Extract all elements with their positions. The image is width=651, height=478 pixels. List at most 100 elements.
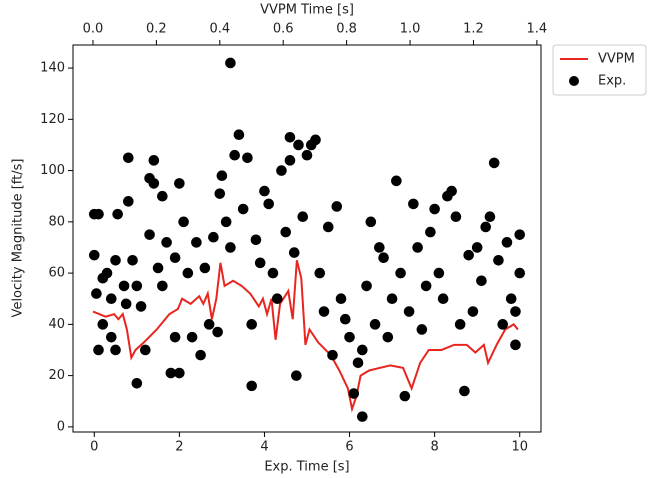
scatter-point — [123, 152, 134, 164]
scatter-point — [459, 385, 470, 397]
scatter-point — [399, 390, 411, 402]
x2-tick-label: 0.0 — [83, 22, 104, 37]
scatter-point — [293, 139, 304, 151]
scatter-point — [101, 267, 113, 279]
scatter-point — [118, 280, 130, 292]
scatter-point — [454, 319, 466, 330]
scatter-point — [161, 237, 172, 248]
scatter-point — [433, 267, 445, 279]
scatter-point — [348, 388, 360, 399]
scatter-point — [386, 293, 398, 305]
x-tick-label: 6 — [345, 440, 353, 455]
scatter-point — [237, 203, 249, 215]
scatter-point — [382, 331, 394, 343]
scatter-point — [182, 267, 194, 279]
scatter-point — [488, 157, 500, 169]
scatter-point — [510, 306, 521, 317]
scatter-point — [276, 165, 287, 176]
x2-tick-label: 1.4 — [527, 22, 548, 37]
scatter-point — [112, 208, 123, 220]
y-tick-label: 120 — [40, 112, 65, 127]
scatter-point — [450, 211, 462, 223]
scatter-point — [208, 231, 219, 243]
scatter-point — [242, 152, 253, 164]
scatter-point — [510, 339, 521, 351]
scatter-point — [246, 319, 257, 330]
scatter-point — [284, 131, 296, 143]
scatter-point — [169, 252, 181, 264]
scatter-point — [493, 254, 504, 266]
plot-frame — [72, 44, 542, 433]
legend-label: Exp. — [598, 74, 626, 89]
scatter-point — [297, 211, 309, 223]
scatter-point — [97, 319, 109, 330]
scatter-point — [291, 370, 302, 381]
scatter-point — [131, 378, 143, 389]
scatter-point — [250, 234, 262, 246]
scatter-point — [91, 288, 102, 299]
scatter-point — [361, 280, 372, 292]
scatter-point — [301, 149, 313, 161]
legend-label: VVPM — [598, 52, 635, 67]
scatter-point — [148, 178, 160, 189]
scatter-point — [476, 275, 487, 287]
scatter-point — [425, 226, 436, 238]
scatter-point — [352, 357, 364, 369]
scatter-point — [212, 326, 223, 338]
scatter-point — [135, 301, 147, 312]
scatter-point — [288, 247, 300, 258]
scatter-point — [127, 254, 138, 266]
y-tick-label: 20 — [48, 368, 65, 383]
y-tick-label: 80 — [48, 214, 65, 229]
y-axis-label: Velocity Magnitude [ft/s] — [11, 159, 26, 318]
scatter-point — [152, 262, 164, 274]
scatter-point — [310, 134, 321, 146]
scatter-point — [403, 306, 415, 317]
scatter-point — [471, 242, 483, 253]
scatter-point — [105, 293, 117, 305]
scatter-point — [484, 211, 496, 223]
y-tick-label: 60 — [48, 266, 65, 281]
scatter-point — [169, 331, 181, 343]
line — [92, 260, 519, 413]
scatter-point — [199, 262, 211, 274]
scatter-point — [322, 221, 334, 233]
scatter-point — [327, 349, 338, 361]
scatter-point — [157, 190, 168, 202]
scatter-point — [501, 237, 513, 248]
x2-tick-label: 0.2 — [146, 22, 167, 37]
x2-tick-label: 0.4 — [209, 22, 230, 37]
y-tick-label: 0 — [57, 419, 65, 434]
scatter-point — [105, 331, 117, 343]
y-tick-label: 100 — [40, 163, 65, 178]
scatter-point — [93, 208, 104, 220]
x-tick-label: 0 — [90, 440, 98, 455]
x-tick-label: 8 — [430, 440, 438, 455]
scatter-point — [344, 331, 355, 343]
scatter-point — [229, 149, 240, 161]
scatter-point — [254, 257, 266, 269]
scatter-point — [233, 129, 245, 141]
scatter-point — [148, 155, 160, 166]
legend-marker — [569, 76, 579, 86]
scatter-point — [93, 344, 104, 356]
scatter-point — [369, 319, 381, 330]
scatter-point — [267, 267, 279, 279]
scatter-point — [331, 201, 343, 212]
scatter-point — [408, 198, 419, 210]
scatter-point — [186, 331, 198, 343]
scatter-point — [131, 280, 143, 292]
x2-tick-label: 1.2 — [463, 22, 484, 37]
x-tick-label: 4 — [260, 440, 268, 455]
scatter-point — [174, 178, 185, 189]
scatter-point — [195, 349, 206, 361]
scatter-point — [378, 252, 389, 264]
scatter-point — [467, 306, 479, 317]
scatter-point — [203, 319, 215, 330]
scatter-point — [318, 306, 330, 317]
x-axis-label: Exp. Time [s] — [264, 460, 349, 475]
scatter-point — [446, 185, 457, 197]
scatter-point — [395, 267, 406, 279]
scatter-point — [246, 380, 257, 392]
